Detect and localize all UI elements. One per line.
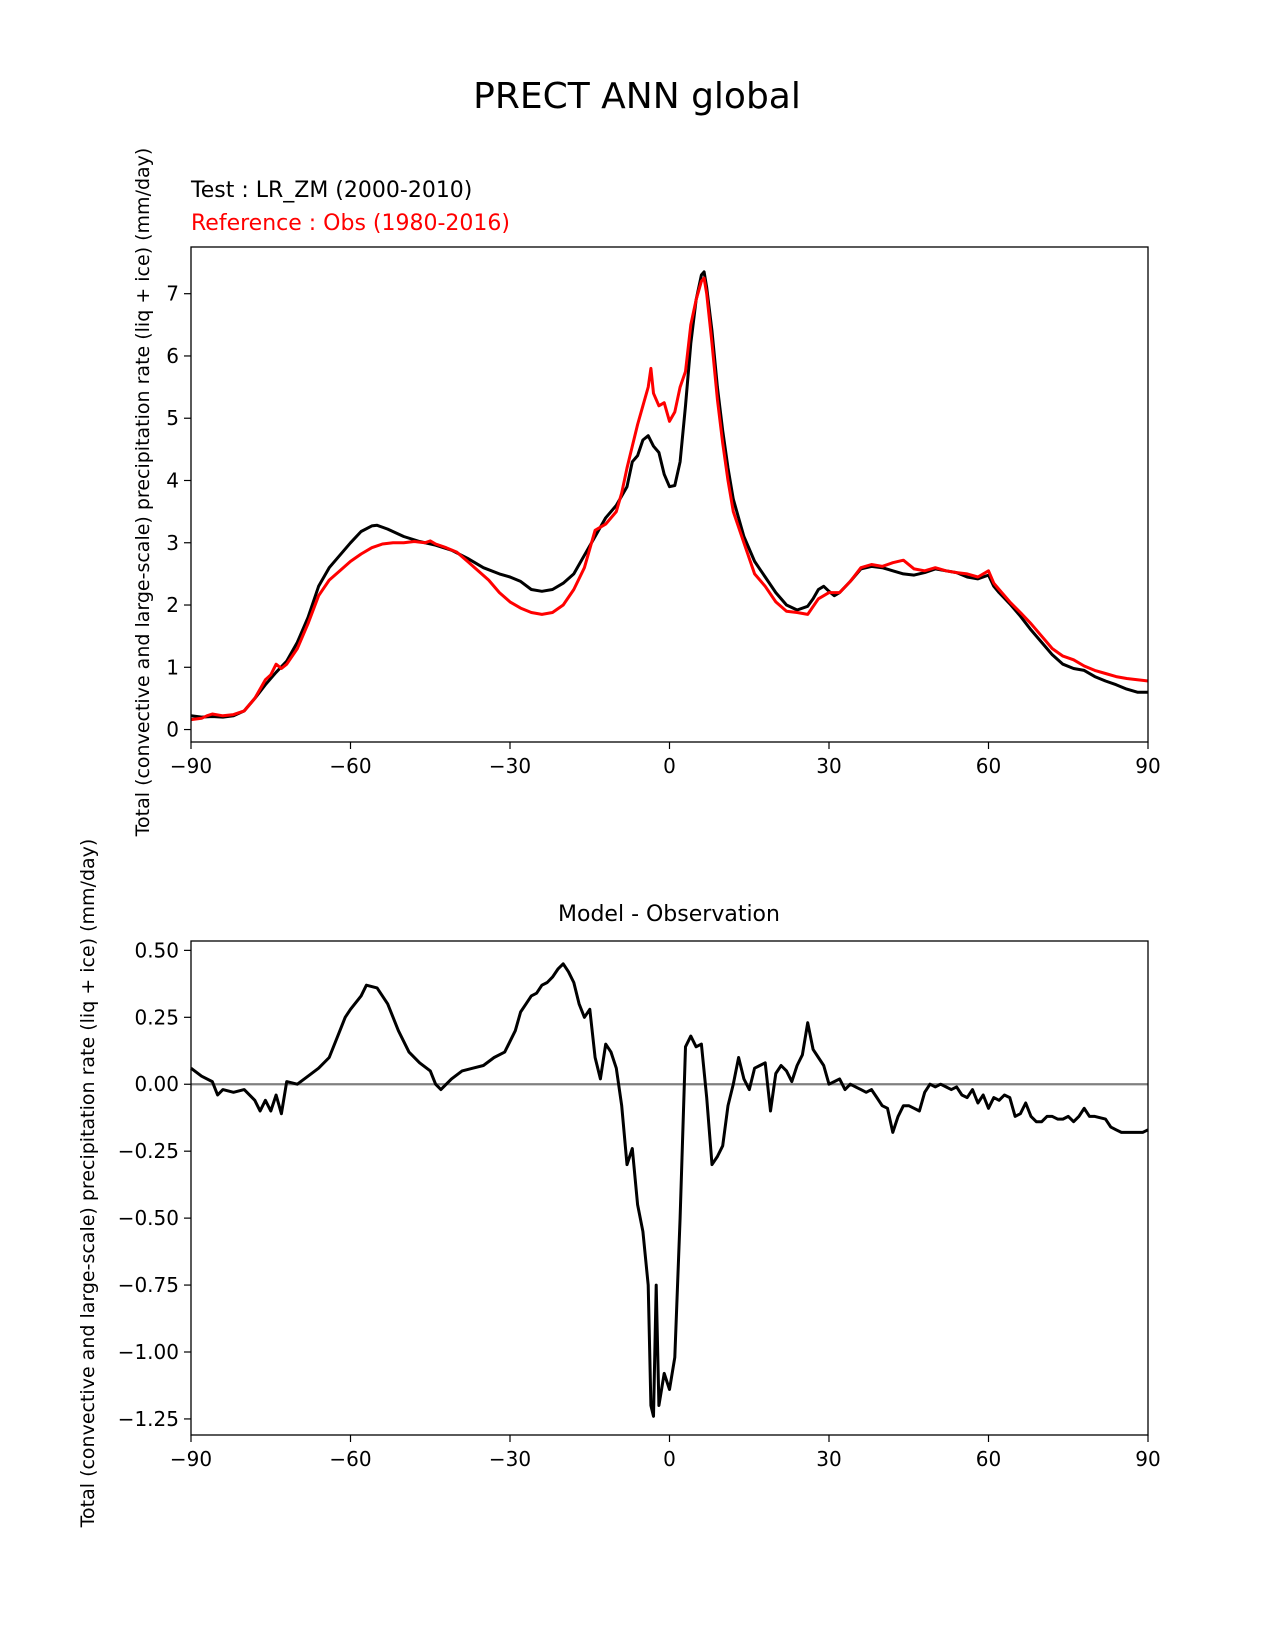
bottom-y-tick-label: −1.00	[118, 1340, 179, 1364]
top-y-tick-label: 0	[166, 718, 179, 742]
bottom-x-tick-label: 30	[816, 1447, 841, 1471]
bottom-series-line-0	[190, 962, 1149, 1418]
top-y-tick-label: 5	[166, 406, 179, 430]
top-x-tick-label: −30	[489, 754, 531, 778]
bottom-chart-panel: −90 −60 −30 0 30 60 90 0.50 0.25 0.00 −0.25 −0.50 −0…	[118, 938, 1161, 1471]
top-series-line-1	[190, 276, 1149, 722]
top-series-line-0	[190, 270, 1148, 719]
bottom-y-tick-label: −0.25	[118, 1139, 179, 1163]
top-x-tick-label: 60	[976, 754, 1001, 778]
diff-chart-title: Model - Observation	[558, 902, 780, 927]
bottom-x-tick-label: 60	[976, 1447, 1001, 1471]
bottom-y-tick-label: 0.00	[134, 1072, 179, 1096]
top-y-tick-label: 4	[166, 468, 179, 492]
bottom-y-axis-label: Total (convective and large-scale) preci…	[77, 839, 99, 1529]
top-x-tick-label: 0	[663, 754, 676, 778]
top-chart-panel: −90 −60 −30 0 30 60 90 0 1 2 3 4 5 6 7	[166, 246, 1161, 778]
top-y-axis-label: Total (convective and large-scale) preci…	[132, 148, 154, 838]
top-x-tick-label: −90	[170, 754, 212, 778]
top-y-tick-label: 3	[166, 531, 179, 555]
bottom-y-tick-label: −0.75	[118, 1273, 179, 1297]
reference-label: Reference : Obs (1980-2016)	[191, 211, 510, 236]
bottom-x-tick-label: 0	[663, 1447, 676, 1471]
figure-title: PRECT ANN global	[473, 76, 801, 117]
bottom-x-tick-label: 90	[1135, 1447, 1160, 1471]
bottom-axes-frame	[190, 940, 1149, 1436]
bottom-y-tick-label: 0.25	[134, 1005, 179, 1029]
top-y-tick-label: 7	[166, 282, 179, 306]
top-y-tick-label: 1	[166, 655, 179, 679]
top-x-tick-label: −60	[329, 754, 371, 778]
bottom-y-tick-label: −1.25	[118, 1407, 179, 1431]
bottom-x-tick-label: −30	[489, 1447, 531, 1471]
top-axes-frame	[190, 246, 1149, 743]
bottom-y-tick-label: −0.50	[118, 1206, 179, 1230]
top-y-tick-label: 2	[166, 593, 179, 617]
bottom-x-tick-label: −60	[329, 1447, 371, 1471]
bottom-y-tick-label: 0.50	[134, 938, 179, 962]
bottom-x-tick-label: −90	[170, 1447, 212, 1471]
top-y-tick-label: 6	[166, 344, 179, 368]
top-x-tick-label: 90	[1135, 754, 1160, 778]
top-x-tick-label: 30	[816, 754, 841, 778]
test-label: Test : LR_ZM (2000-2010)	[190, 178, 472, 203]
